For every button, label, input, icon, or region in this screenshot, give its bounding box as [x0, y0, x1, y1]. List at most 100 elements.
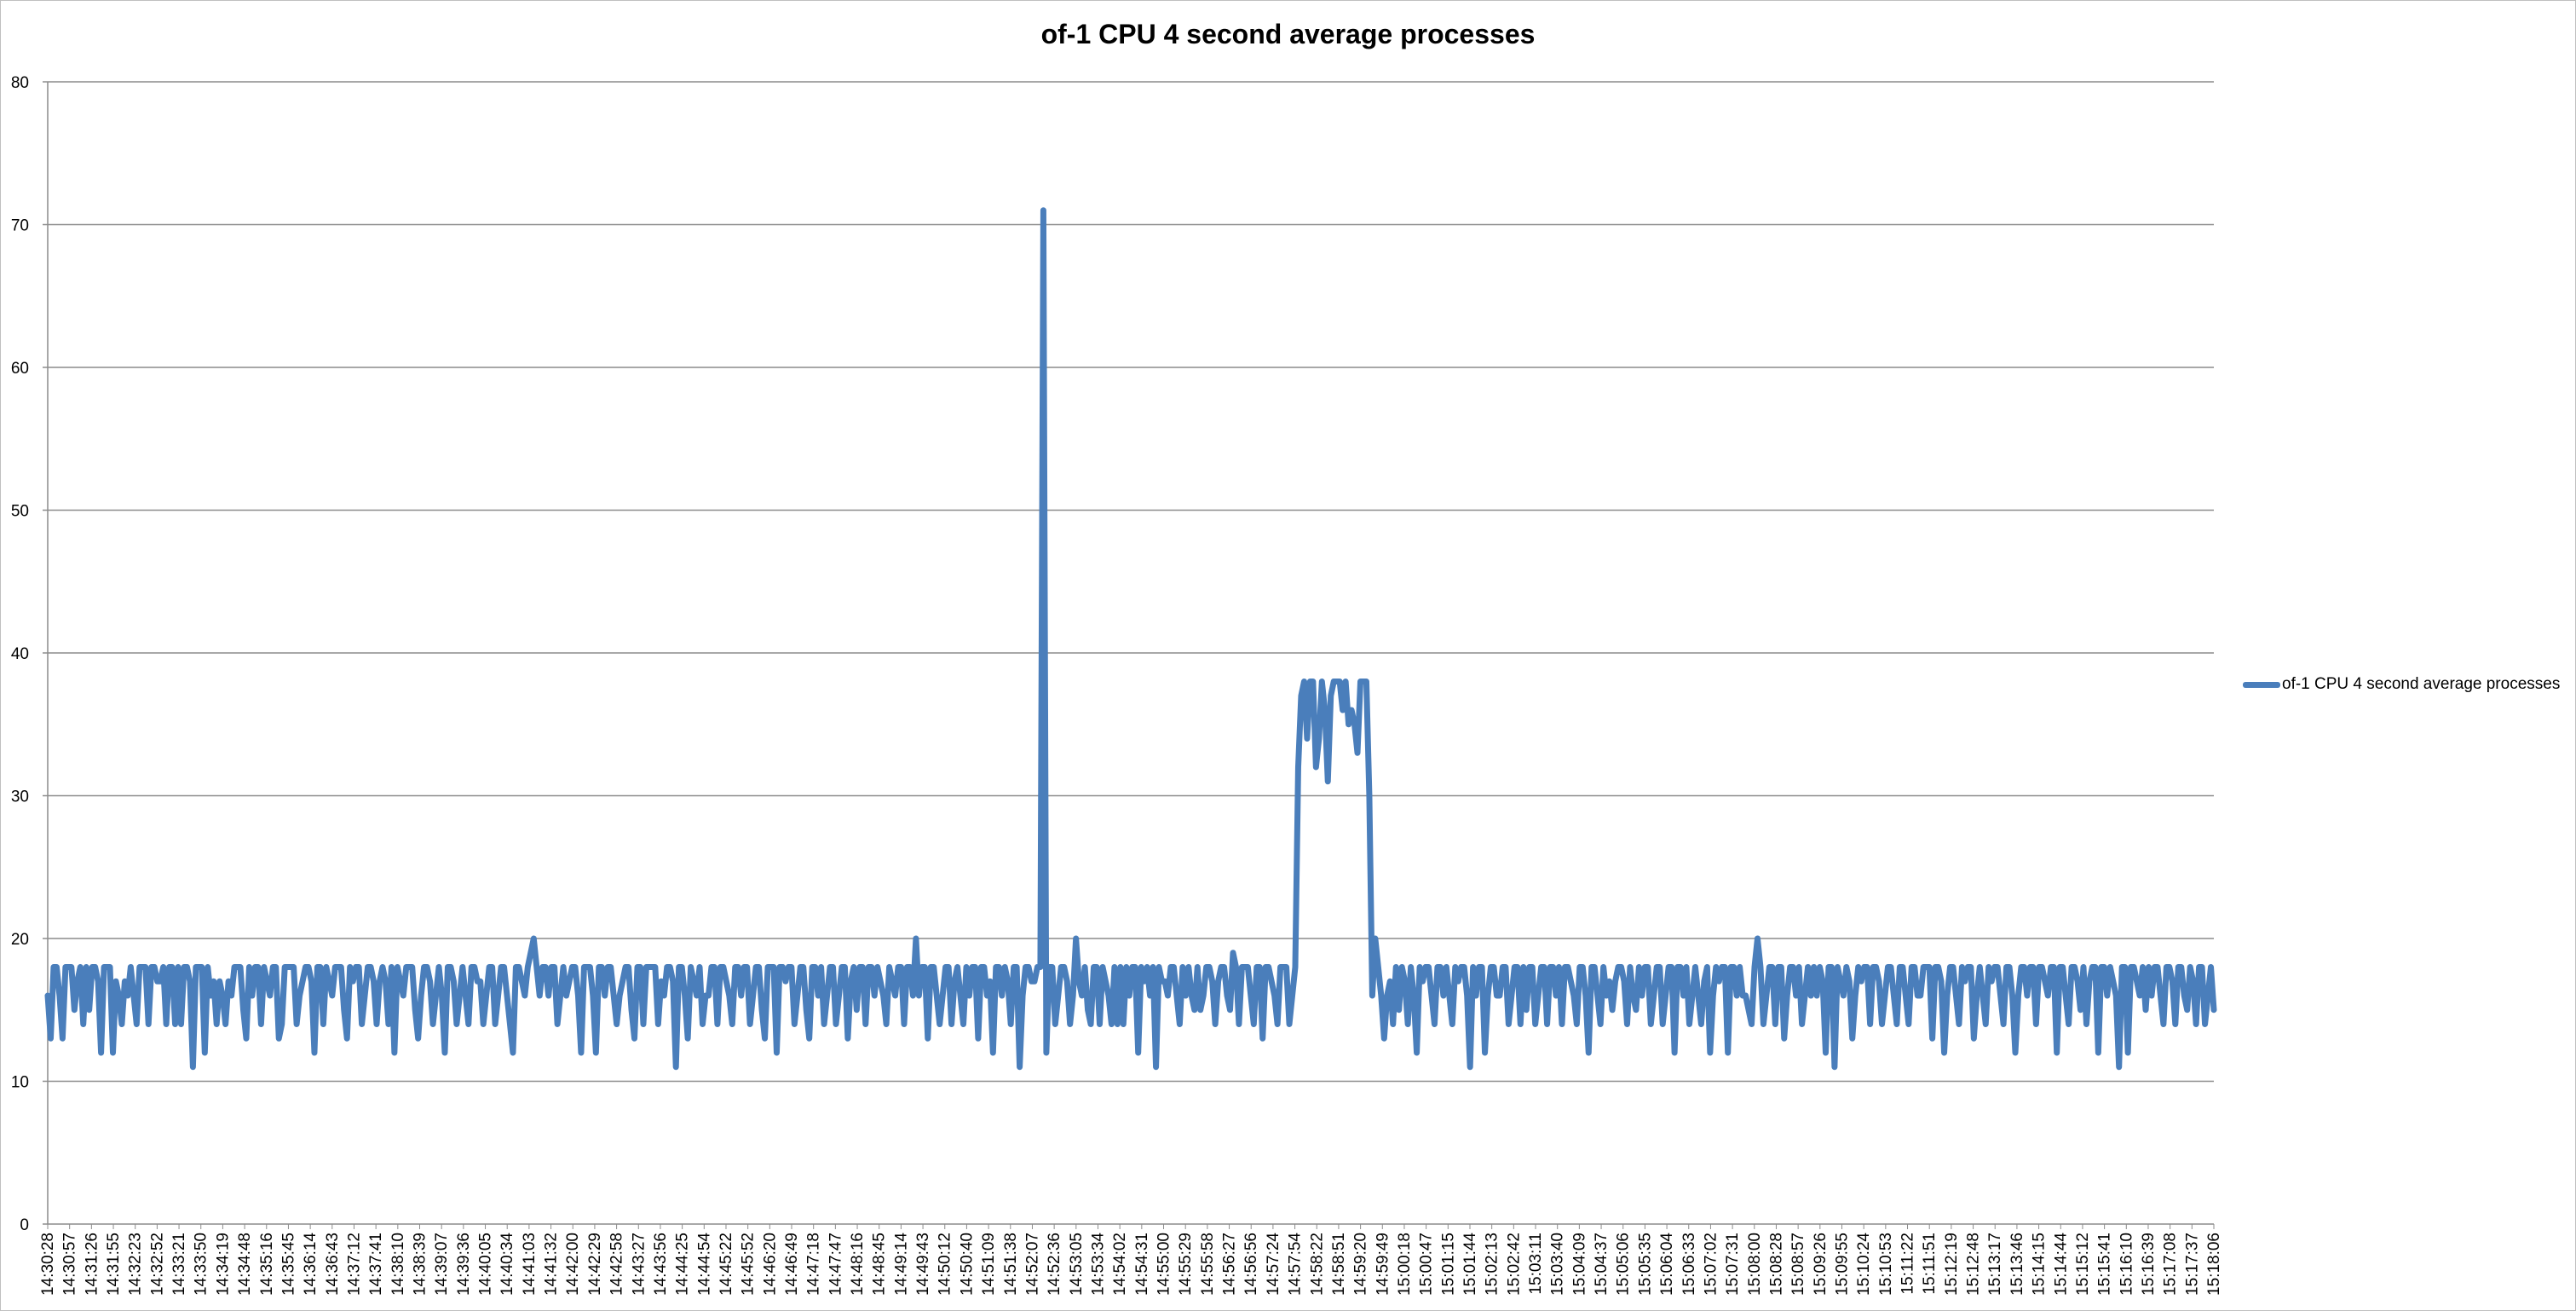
- x-tick-label: 15:04:37: [1593, 1233, 1611, 1296]
- x-tick-label: 14:41:32: [543, 1233, 561, 1296]
- x-tick-label: 14:44:54: [695, 1233, 713, 1296]
- x-tick-label: 15:12:19: [1943, 1233, 1961, 1296]
- series-line: [44, 207, 2217, 1071]
- x-tick-label: 15:13:17: [1986, 1233, 2004, 1296]
- x-tick-label: 14:42:29: [586, 1233, 604, 1296]
- x-tick-label: 14:36:43: [324, 1233, 342, 1296]
- x-tick-label: 14:35:45: [279, 1233, 297, 1296]
- x-tick-label: 14:51:38: [1002, 1233, 1020, 1296]
- x-tick-label: 15:18:06: [2205, 1233, 2223, 1296]
- x-tick-label: 14:37:12: [345, 1233, 363, 1296]
- x-tick-label: 14:31:55: [105, 1233, 123, 1296]
- x-tick-label: 15:05:06: [1615, 1233, 1633, 1296]
- x-tick-label: 14:32:52: [148, 1233, 166, 1296]
- x-tick-label: 15:09:26: [1812, 1233, 1830, 1296]
- x-tick-label: 15:03:11: [1527, 1233, 1545, 1295]
- y-tick-label: 20: [11, 931, 29, 949]
- x-tick-label: 15:03:40: [1549, 1233, 1567, 1296]
- legend-swatch: [2243, 681, 2280, 688]
- x-tick-label: 15:11:51: [1921, 1233, 1939, 1295]
- x-tick-label: 15:06:04: [1658, 1233, 1676, 1296]
- y-axis: 0 10 20 30 40 50 60 70 80: [11, 74, 49, 1234]
- x-tick-label: 14:35:16: [258, 1233, 276, 1296]
- x-tick-label: 15:08:57: [1789, 1233, 1807, 1296]
- x-tick-label: 14:43:56: [652, 1233, 670, 1296]
- x-tick-label: 14:53:05: [1068, 1233, 1086, 1296]
- x-tick-label: 14:57:54: [1287, 1233, 1305, 1296]
- series-group: [44, 207, 2217, 1071]
- x-tick-label: 14:52:07: [1023, 1233, 1041, 1296]
- x-tick-label: 15:15:41: [2096, 1233, 2114, 1296]
- y-tick-label: 50: [11, 503, 29, 521]
- x-tick-label: 14:50:12: [936, 1233, 954, 1296]
- x-tick-label: 14:47:18: [805, 1233, 823, 1296]
- gridlines: [48, 81, 2214, 1083]
- x-tick-label: 15:08:00: [1746, 1233, 1764, 1296]
- x-tick-label: 15:11:22: [1899, 1233, 1917, 1295]
- x-tick-label: 15:00:47: [1418, 1233, 1436, 1296]
- x-tick-label: 14:30:28: [39, 1233, 57, 1296]
- x-tick-label: 14:39:07: [433, 1233, 451, 1296]
- legend-label: of-1 CPU 4 second average processes: [2282, 675, 2561, 693]
- x-tick-label: 14:55:00: [1155, 1233, 1173, 1296]
- x-tick-label: 15:09:55: [1833, 1233, 1851, 1296]
- y-tick-label: 30: [11, 788, 29, 806]
- x-tick-label: 14:42:58: [608, 1233, 626, 1296]
- x-tick-label: 14:50:40: [958, 1233, 976, 1296]
- x-tick-label: 14:58:51: [1330, 1233, 1348, 1296]
- x-tick-label: 14:58:22: [1308, 1233, 1326, 1296]
- x-tick-label: 14:57:24: [1265, 1233, 1282, 1296]
- x-tick-label: 15:15:12: [2074, 1233, 2092, 1296]
- x-tick-label: 15:10:53: [1877, 1233, 1895, 1296]
- x-tick-label: 14:43:27: [630, 1233, 648, 1296]
- x-tick-label: 14:59:49: [1374, 1233, 1392, 1296]
- x-tick-label: 15:00:18: [1396, 1233, 1414, 1296]
- x-tick-label: 14:31:26: [83, 1233, 101, 1296]
- x-tick-label: 14:40:34: [498, 1233, 516, 1296]
- x-tick-label: 15:17:37: [2183, 1233, 2201, 1296]
- x-tick-label: 15:12:48: [1965, 1233, 1983, 1296]
- x-tick-label: 14:56:56: [1242, 1233, 1260, 1296]
- x-tick-label: 15:02:13: [1484, 1233, 1501, 1296]
- y-tick-label: 80: [11, 74, 29, 92]
- x-tick-label: 14:36:14: [302, 1233, 320, 1296]
- x-tick-label: 15:14:44: [2052, 1233, 2070, 1296]
- x-tick-label: 14:42:00: [564, 1233, 582, 1296]
- x-tick-label: 15:04:09: [1570, 1233, 1588, 1296]
- x-tick-label: 14:34:19: [214, 1233, 232, 1296]
- x-tick-label: 14:49:43: [914, 1233, 932, 1296]
- x-tick-label: 14:55:29: [1177, 1233, 1195, 1296]
- x-tick-label: 14:40:05: [477, 1233, 495, 1296]
- y-tick-label: 70: [11, 217, 29, 235]
- x-tick-label: 15:01:15: [1439, 1233, 1457, 1296]
- x-tick-label: 15:10:24: [1855, 1233, 1873, 1296]
- x-tick-label: 15:08:28: [1767, 1233, 1785, 1296]
- x-tick-label: 14:46:49: [783, 1233, 801, 1296]
- y-tick-label: 10: [11, 1074, 29, 1092]
- x-tick-label: 14:33:21: [170, 1233, 188, 1296]
- x-tick-label: 14:48:45: [871, 1233, 889, 1296]
- x-tick-label: 14:34:48: [236, 1233, 254, 1296]
- x-tick-label: 14:41:03: [521, 1233, 539, 1296]
- x-tick-label: 14:52:36: [1046, 1233, 1063, 1296]
- y-tick-label: 40: [11, 645, 29, 663]
- legend: of-1 CPU 4 second average processes: [2243, 675, 2560, 694]
- x-tick-label: 14:33:50: [193, 1233, 210, 1296]
- x-tick-label: 15:02:42: [1505, 1233, 1523, 1296]
- x-tick-label: 15:01:44: [1461, 1233, 1479, 1296]
- x-tick-label: 15:16:39: [2140, 1233, 2158, 1296]
- x-tick-label: 14:37:41: [367, 1233, 385, 1296]
- x-tick-label: 15:05:35: [1636, 1233, 1654, 1296]
- x-tick-label: 14:59:20: [1352, 1233, 1370, 1296]
- x-tick-label: 15:17:08: [2162, 1233, 2180, 1296]
- x-tick-label: 14:30:57: [61, 1233, 79, 1296]
- x-tick-label: 14:53:34: [1089, 1233, 1107, 1296]
- x-tick-label: 14:45:22: [717, 1233, 735, 1296]
- x-tick-label: 14:49:14: [892, 1233, 910, 1296]
- x-tick-label: 14:56:27: [1221, 1233, 1239, 1296]
- x-tick-label: 15:07:02: [1702, 1233, 1720, 1296]
- x-tick-label: 15:16:10: [2118, 1233, 2135, 1296]
- x-tick-label: 14:44:25: [674, 1233, 692, 1296]
- x-tick-label: 14:48:16: [849, 1233, 867, 1296]
